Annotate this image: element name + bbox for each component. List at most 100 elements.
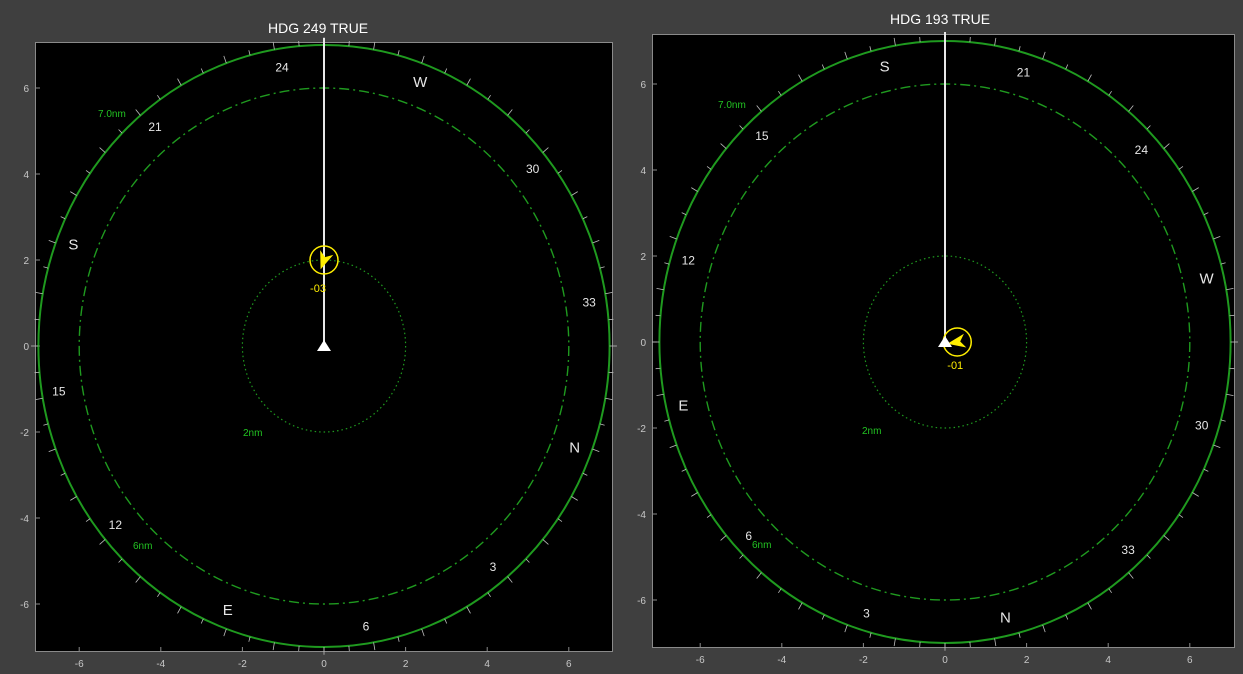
y-tick-label: -6 xyxy=(20,600,29,611)
compass-label-15: 15 xyxy=(52,384,66,398)
ring-label: 6nm xyxy=(133,541,152,552)
compass-label-3: 3 xyxy=(490,560,497,574)
compass-tick xyxy=(869,632,872,638)
y-tick-label: 6 xyxy=(23,84,29,95)
intruder-altitude-label: -03 xyxy=(310,283,326,295)
x-tick-label: 0 xyxy=(942,655,948,666)
x-tick-label: -2 xyxy=(859,655,868,666)
intruder-circle xyxy=(309,245,339,275)
compass-label-e: E xyxy=(678,398,688,415)
compass-tick xyxy=(821,64,825,70)
compass-tick xyxy=(720,535,727,541)
compass-tick xyxy=(994,37,997,46)
compass-tick xyxy=(778,588,782,594)
compass-tick xyxy=(373,642,376,651)
ring-label: 7.0nm xyxy=(718,100,746,111)
radar-display-right: -6 -4 -2 0 2 4 66420-2-4-67.0nm6nm2nmN36E1215S… xyxy=(637,32,1238,666)
compass-tick xyxy=(1192,492,1199,497)
compass-tick xyxy=(272,41,275,50)
compass-tick xyxy=(223,628,227,637)
compass-tick xyxy=(1178,514,1184,518)
compass-tick xyxy=(200,68,204,74)
compass-tick xyxy=(664,419,670,422)
compass-label-w: W xyxy=(1199,270,1214,287)
compass-label-n: N xyxy=(569,439,580,456)
compass-tick xyxy=(35,291,43,295)
compass-tick xyxy=(893,638,896,647)
compass-tick xyxy=(1087,602,1092,610)
compass-tick xyxy=(1220,262,1226,265)
compass-tick xyxy=(1042,51,1046,60)
y-tick-label: -6 xyxy=(637,596,646,607)
y-tick-label: -2 xyxy=(637,424,646,435)
compass-tick xyxy=(1018,46,1021,52)
compass-tick xyxy=(1018,632,1021,638)
compass-tick xyxy=(669,444,677,448)
intruder-altitude-label: -01 xyxy=(947,360,963,372)
compass-tick xyxy=(99,539,106,545)
x-tick-label: 2 xyxy=(1024,655,1030,666)
compass-tick xyxy=(592,240,600,244)
compass-tick xyxy=(135,109,141,116)
compass-tick xyxy=(1220,419,1226,422)
compass-tick xyxy=(605,291,613,295)
compass-tick xyxy=(571,496,578,501)
compass-tick xyxy=(869,46,872,52)
compass-tick xyxy=(656,287,664,291)
compass-label-33: 33 xyxy=(582,296,596,310)
compass-tick xyxy=(542,147,549,153)
compass-tick xyxy=(756,105,762,112)
x-tick-label: -6 xyxy=(75,659,84,670)
compass-label-30: 30 xyxy=(1195,419,1209,433)
compass-label-33: 33 xyxy=(1121,543,1135,557)
compass-tick xyxy=(691,187,698,192)
compass-tick xyxy=(1213,444,1221,448)
compass-tick xyxy=(1146,125,1151,130)
intruder-aircraft[interactable]: -01 xyxy=(942,327,972,372)
x-tick-label: 6 xyxy=(566,659,572,670)
y-tick-label: 0 xyxy=(23,342,29,353)
compass-tick xyxy=(1065,64,1069,70)
compass-tick xyxy=(85,518,91,522)
compass-tick xyxy=(466,606,471,614)
compass-tick xyxy=(200,618,204,624)
triangle-icon xyxy=(938,336,952,347)
triangle-icon xyxy=(317,340,331,351)
compass-tick xyxy=(444,68,448,74)
radar-panel-left: HDG 249 TRUE -6 -4 -2 0 2 4 6 6 4 2 0 -2 -4 -6 7.0nm 6n… xyxy=(20,20,617,670)
y-tick-label: 0 xyxy=(640,338,646,349)
compass-tick xyxy=(272,642,275,651)
compass-tick xyxy=(599,266,605,269)
heading-title-left: HDG 249 TRUE xyxy=(268,20,369,36)
compass-tick xyxy=(1065,614,1069,620)
compass-tick xyxy=(798,74,803,82)
compass-label-12: 12 xyxy=(682,253,696,267)
y-tick-label: 2 xyxy=(640,252,646,263)
range-ring-2nm xyxy=(241,259,407,433)
compass-tick xyxy=(507,576,513,583)
compass-tick xyxy=(592,448,600,452)
compass-tick xyxy=(798,602,803,610)
compass-tick xyxy=(844,51,848,60)
radar-display-left: -6 -4 -2 0 2 4 66420-2-4-67.0nm6nm2nmN36E1215S… xyxy=(20,37,617,670)
arrowhead-icon xyxy=(320,250,334,270)
compass-tick xyxy=(487,592,491,598)
compass-tick xyxy=(542,539,549,545)
x-tick-label: 4 xyxy=(1105,655,1111,666)
compass-tick xyxy=(1146,554,1151,559)
range-ring-2nm xyxy=(862,255,1028,429)
compass-label-24: 24 xyxy=(1135,143,1149,157)
compass-tick xyxy=(681,212,687,216)
intruder-aircraft[interactable]: -03 xyxy=(309,245,339,295)
compass-tick xyxy=(739,554,744,559)
compass-tick xyxy=(720,143,727,149)
compass-label-s: S xyxy=(880,58,890,75)
x-tick-label: 4 xyxy=(484,659,490,670)
y-tick-label: -4 xyxy=(637,510,646,521)
radar-panel-right: HDG 193 TRUE -6 -4 -2 0 2 4 6 6 4 2 0 -2 -4 -6 7.0nm 6n… xyxy=(622,0,1243,674)
compass-tick xyxy=(1213,236,1221,240)
compass-tick xyxy=(1108,90,1112,96)
compass-tick xyxy=(1203,468,1209,472)
compass-tick xyxy=(487,94,491,100)
ring-label: 2nm xyxy=(862,426,881,437)
